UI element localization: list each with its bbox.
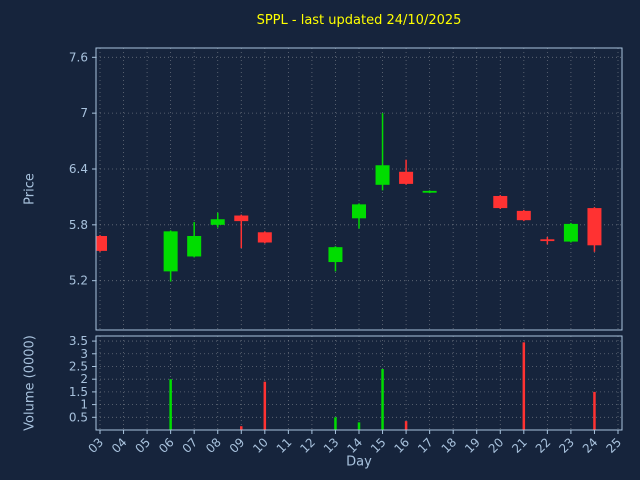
x-tick-label: 17 bbox=[415, 435, 436, 456]
x-tick-label: 18 bbox=[439, 435, 460, 456]
volume-panel-spine bbox=[95, 335, 623, 431]
candle-body bbox=[234, 215, 249, 222]
candle-body bbox=[328, 247, 343, 263]
volume-tick-label: 1 bbox=[80, 398, 88, 412]
x-tick-label: 13 bbox=[321, 435, 342, 456]
candle-body bbox=[493, 195, 508, 209]
price-panel-spine bbox=[95, 47, 623, 331]
volume-bar bbox=[522, 342, 526, 430]
x-tick-label: 10 bbox=[250, 435, 271, 456]
x-tick-label: 08 bbox=[203, 435, 224, 456]
volume-layer bbox=[169, 342, 596, 430]
x-tick-label: 04 bbox=[109, 435, 130, 456]
candle-body bbox=[516, 210, 531, 221]
candle-body bbox=[422, 190, 437, 193]
x-tick-label: 25 bbox=[603, 435, 624, 456]
volume-bar bbox=[381, 369, 384, 430]
volume-bar bbox=[263, 381, 267, 430]
volume-bar bbox=[593, 391, 596, 430]
price-tick-label: 5.8 bbox=[69, 218, 88, 232]
volume-tick-label: 3 bbox=[80, 347, 88, 361]
candle-body bbox=[563, 223, 578, 242]
price-tick-label: 7.6 bbox=[69, 50, 88, 64]
volume-tick-label: 2.5 bbox=[69, 359, 88, 373]
volume-tick-label: 2 bbox=[80, 372, 88, 386]
x-tick-label: 20 bbox=[486, 435, 507, 456]
candle-body bbox=[163, 231, 178, 272]
x-axis-label: Day bbox=[346, 454, 372, 470]
price-tick-label: 6.4 bbox=[69, 162, 88, 176]
candle-body bbox=[257, 232, 272, 243]
x-tick-label: 14 bbox=[344, 435, 365, 456]
candle-body bbox=[587, 208, 602, 246]
volume-bar bbox=[404, 421, 408, 430]
x-tick-label: 11 bbox=[274, 435, 295, 456]
x-tick-label: 21 bbox=[509, 435, 530, 456]
x-tick-label: 22 bbox=[533, 435, 554, 456]
x-tick-label: 07 bbox=[180, 435, 201, 456]
volume-tick-label: 1.5 bbox=[69, 385, 88, 399]
price-tick-label: 7 bbox=[80, 106, 88, 120]
candle-body bbox=[187, 236, 202, 257]
candle-body bbox=[399, 171, 414, 184]
volume-tick-label: 0.5 bbox=[69, 410, 88, 424]
x-tick-label: 15 bbox=[368, 435, 389, 456]
candle-body bbox=[210, 219, 225, 225]
x-tick-label: 19 bbox=[462, 435, 483, 456]
x-tick-label: 24 bbox=[580, 435, 601, 456]
x-tick-label: 06 bbox=[156, 435, 177, 456]
chart-title: SPPL - last updated 24/10/2025 bbox=[256, 13, 462, 28]
x-tick-label: 03 bbox=[85, 435, 106, 456]
x-tick-label: 16 bbox=[392, 435, 413, 456]
volume-bar bbox=[357, 422, 361, 430]
candle-body bbox=[375, 165, 390, 185]
x-tick-label: 05 bbox=[133, 435, 154, 456]
x-tick-label: 09 bbox=[227, 435, 248, 456]
price-tick-label: 5.2 bbox=[69, 274, 88, 288]
volume-bar bbox=[169, 379, 172, 430]
price-layer bbox=[96, 113, 602, 282]
candle-body bbox=[352, 204, 366, 219]
volume-bar bbox=[334, 417, 337, 430]
volume-tick-label: 3.5 bbox=[69, 334, 88, 348]
volume-bar bbox=[240, 426, 243, 430]
candle-body bbox=[96, 236, 107, 251]
x-tick-label: 23 bbox=[556, 435, 577, 456]
x-tick-label: 12 bbox=[297, 435, 318, 456]
candle-body bbox=[540, 239, 555, 242]
